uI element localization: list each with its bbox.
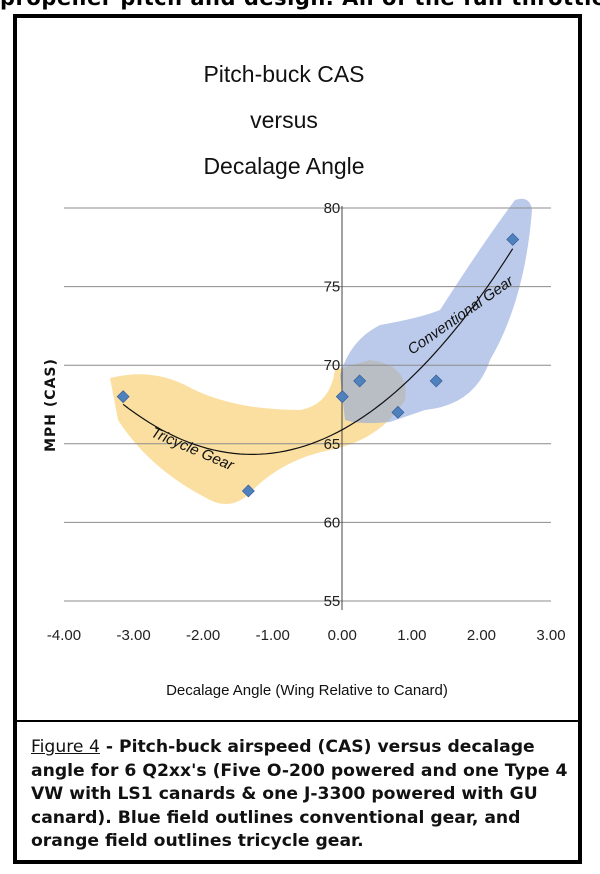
y-tick-label: 80: [324, 200, 341, 217]
data-point-marker: [353, 374, 367, 388]
trendline: [122, 248, 514, 456]
y-tick-label: 70: [324, 357, 341, 374]
x-tick-label: -1.00: [256, 627, 290, 644]
data-point-marker: [116, 390, 130, 404]
x-tick-label: 0.00: [328, 627, 357, 644]
y-tick-labels: 55 60 65 70 75 80: [324, 200, 341, 610]
conventional-gear-region: [340, 198, 532, 424]
tricycle-gear-region: [110, 360, 406, 504]
data-point-marker: [335, 390, 349, 404]
header-fragment: propeller pitch and design. All of the f…: [0, 0, 600, 10]
caption-text: - Pitch-buck airspeed (CAS) versus decal…: [31, 737, 568, 851]
figure-label: Figure 4: [31, 737, 100, 757]
data-point-marker: [241, 484, 255, 498]
x-tick-label: -3.00: [116, 627, 150, 644]
y-tick-label: 65: [324, 436, 341, 453]
caption-separator: [17, 720, 578, 722]
chart-title-line-3: Decalage Angle: [203, 153, 364, 179]
y-tick-label: 75: [324, 279, 341, 296]
x-axis-label: Decalage Angle (Wing Relative to Canard): [166, 682, 448, 699]
chart-title-line-1: Pitch-buck CAS: [203, 61, 364, 87]
data-point-marker: [391, 405, 405, 419]
chart-title-line-2: versus: [250, 107, 318, 133]
x-tick-labels: -4.00 -3.00 -2.00 -1.00 0.00 1.00 2.00 3.00: [47, 627, 566, 644]
data-points: [116, 233, 520, 498]
x-tick-label: 1.00: [397, 627, 426, 644]
data-point-marker: [429, 374, 443, 388]
x-tick-label: 2.00: [467, 627, 496, 644]
figure-caption: Figure 4 - Pitch-buck airspeed (CAS) ver…: [31, 736, 571, 854]
x-tick-label: -4.00: [47, 627, 81, 644]
y-tick-label: 60: [324, 514, 341, 531]
y-tick-label: 55: [324, 593, 341, 610]
x-tick-label: 3.00: [536, 627, 565, 644]
data-point-marker: [506, 233, 520, 246]
gridlines: [64, 207, 551, 602]
y-axis-label: MPH (CAS): [43, 358, 59, 452]
x-tick-label: -2.00: [186, 627, 220, 644]
